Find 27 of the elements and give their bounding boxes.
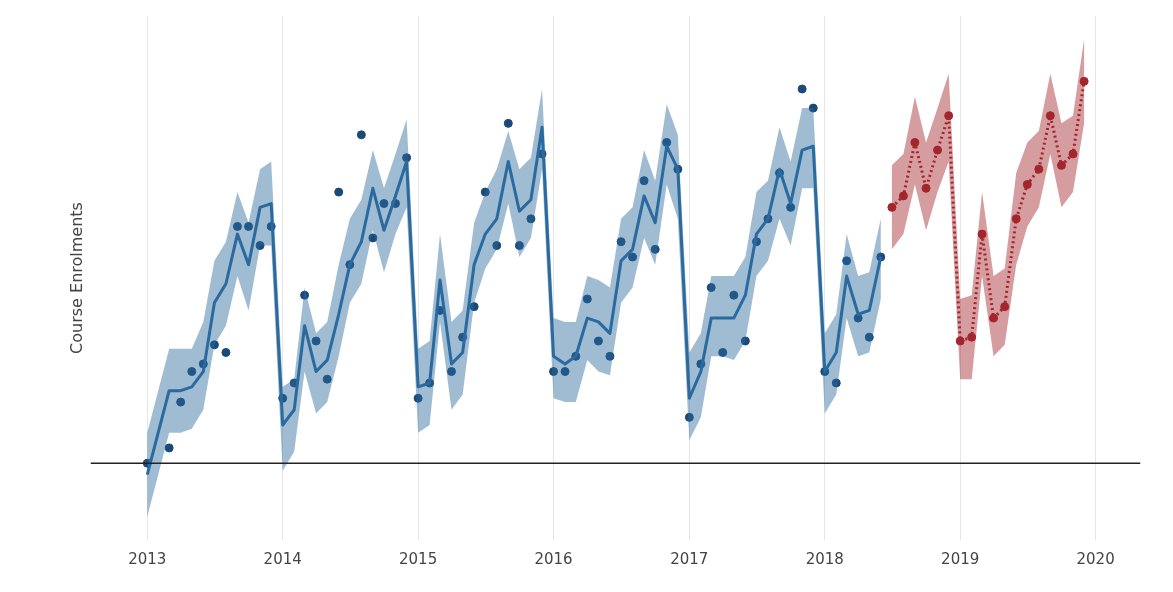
point [967, 332, 977, 342]
point [887, 202, 897, 212]
point [933, 145, 943, 155]
point [898, 191, 908, 201]
point [1011, 214, 1021, 224]
point [989, 313, 999, 323]
y-axis-title: Course Enrolments [66, 202, 86, 354]
point [1079, 76, 1089, 86]
point [1022, 179, 1032, 189]
x-tick-label: 2018 [805, 549, 844, 568]
point [1045, 111, 1055, 121]
point [955, 336, 965, 346]
x-tick-label: 2014 [263, 549, 302, 568]
point [1056, 160, 1066, 170]
x-tick-label: 2020 [1076, 549, 1115, 568]
x-tick-label: 2013 [128, 549, 167, 568]
x-tick-label: 2019 [941, 549, 980, 568]
point [1034, 164, 1044, 174]
point [944, 111, 954, 121]
point [910, 137, 920, 147]
x-tick-label: 2017 [670, 549, 709, 568]
x-tick-label: 2016 [534, 549, 573, 568]
point [1068, 149, 1078, 159]
point [1000, 302, 1010, 312]
point [921, 183, 931, 193]
x-tick-label: 2015 [399, 549, 438, 568]
point [977, 229, 987, 239]
